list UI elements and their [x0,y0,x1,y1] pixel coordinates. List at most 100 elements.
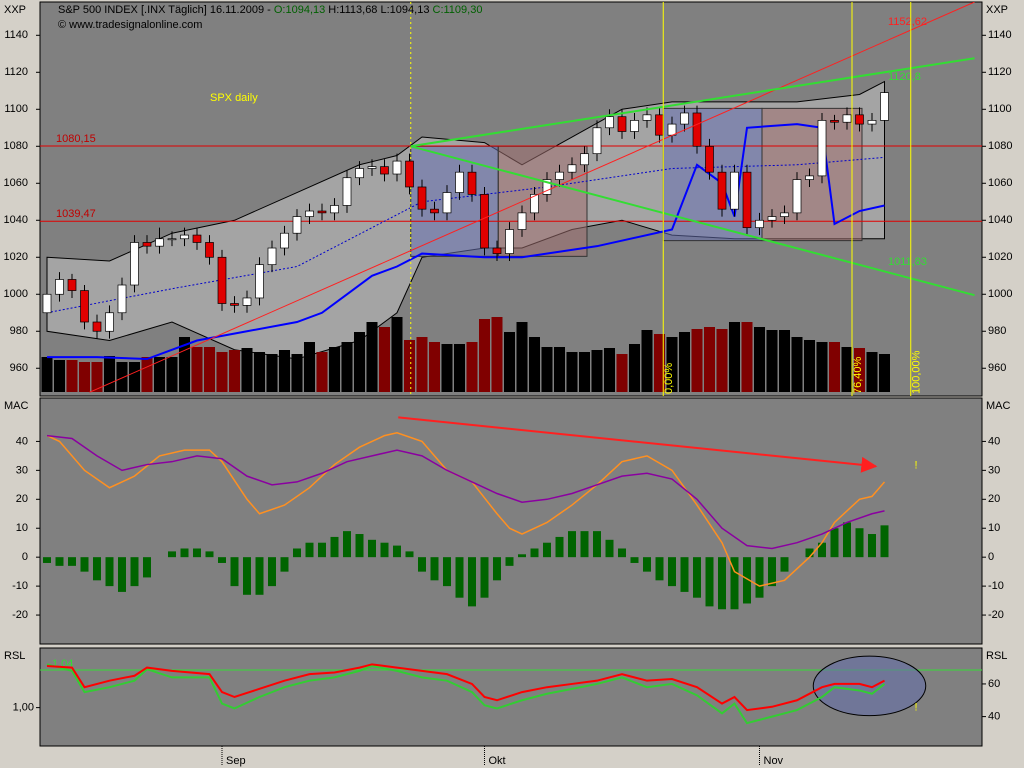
histogram-bar [418,557,426,572]
annotation: SPX daily [210,92,258,104]
histogram-bar [718,557,726,610]
y-tick-label: 30 [16,464,28,476]
candle-body [280,232,289,249]
candle-body [780,212,789,217]
marker: ! [915,459,918,471]
candle-body [267,247,277,266]
histogram-bar [643,557,651,572]
volume-bar [279,350,290,392]
y-tick-label: 20 [988,493,1000,505]
candle-body [842,114,852,123]
volume-bar [704,327,715,392]
volume-bar [354,332,365,392]
macd-layer: ! [43,416,918,610]
candle-body [430,208,439,214]
source: © www.tradesignalonline.com [58,19,202,31]
candle-body [205,242,214,258]
candle-body [567,164,577,173]
volume-bar [404,340,415,392]
histogram-bar [130,557,139,587]
candle-body [767,216,777,221]
y-tick-label: 40 [16,435,28,447]
histogram-bar [843,522,851,558]
y-tick-label: 1000 [988,288,1012,300]
y-tick-label: 980 [10,325,28,337]
volume-bar [816,342,828,392]
histogram-bar [243,557,251,595]
volume-bar [566,352,578,392]
volume-bar [854,348,865,392]
histogram-bar [218,557,226,563]
candle-body [530,194,539,214]
histogram-bar [618,548,626,558]
volume-bar [679,332,690,392]
volume-bar [466,342,478,392]
level-label: 1039,47 [56,208,96,220]
candle-body [755,219,764,229]
candle-body [442,192,452,214]
trend-line [410,145,975,297]
candle-body [417,186,427,210]
volume-bar [54,360,65,392]
candle-body [317,210,327,214]
histogram-bar [93,557,101,581]
histogram-bar [730,557,739,610]
volume-bar [666,337,678,392]
candle-body [730,171,739,210]
histogram-bar [755,557,764,598]
y-tick-label: 1100 [4,103,28,115]
volume-bar [629,344,640,392]
histogram-bar [768,557,776,587]
volume-bar [841,347,853,392]
volume-bar [254,352,265,392]
close: C:1109,30 [433,4,483,16]
histogram-bar [205,551,214,558]
volume-bar [616,354,628,392]
histogram-bar [118,557,126,592]
candle-body [480,194,489,249]
volume-bar [504,332,515,392]
histogram-bar [55,557,64,566]
y-tick-label: 1080 [4,140,28,152]
volume-bar [766,330,778,392]
histogram-bar [543,542,551,558]
candle-body [42,293,52,314]
candle-body [792,179,802,214]
histogram-bar [393,545,401,558]
volume-bar [91,362,103,392]
x-tick-label: Sep [226,755,246,767]
histogram-bar [80,557,89,572]
volume-bar [416,337,428,392]
volume-bar [579,352,590,392]
histogram-bar [580,531,589,558]
y-tick-label: 40 [988,711,1000,723]
volume-bar [229,350,240,392]
volume-bar [641,330,653,392]
histogram-bar [493,557,501,581]
macd-line [46,434,885,550]
macd-line [46,431,886,587]
y-tick-label: 1,00 [13,702,34,714]
y-tick-label: 1020 [4,251,28,263]
trend-label: 1011,83 [888,256,927,268]
fib-label: 76,40% [852,356,864,394]
y-tick-label: 40 [988,435,1000,447]
candle-body [380,166,389,175]
candle-body [880,92,889,121]
price-layer: 1080,15 1039,47 1152,62 1120,8 1011,83 0,00% 7… [40,2,982,396]
volume-bar [379,327,390,392]
trend-line [410,57,975,148]
volume-bar [391,317,403,392]
y-tick-label: 20 [16,493,28,505]
histogram-bar [830,528,839,558]
histogram-bar [868,534,876,558]
y-tick-label: 960 [10,362,28,374]
volume-bar [329,347,340,392]
histogram-bar [855,528,864,558]
histogram-bar [480,557,489,598]
histogram-bar [355,534,364,558]
high: H:1113,68 [328,4,377,16]
histogram-bar [305,542,314,558]
histogram-bar [143,557,151,578]
